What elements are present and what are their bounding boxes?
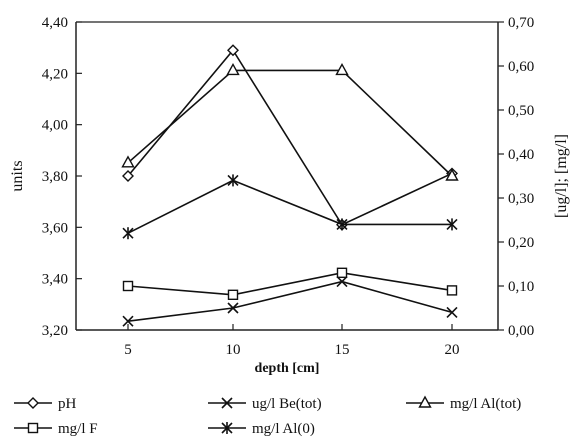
diamond-marker [122, 170, 134, 182]
data-point-ug-l-be-tot [227, 302, 239, 314]
series-line-ph [127, 48, 453, 226]
series-mg-l-al-tot [121, 62, 459, 181]
series-mg-l-f [122, 267, 458, 300]
series-ph [122, 44, 458, 231]
legend-marker [418, 395, 432, 408]
square-marker [27, 422, 39, 434]
data-point-mg-l-f [122, 280, 134, 292]
x-marker-stroke [446, 306, 458, 318]
legend-marker [221, 422, 233, 434]
y-right-ticks: 0,00 0,10 0,20 0,30 0,40 0,50 0,60 0,70 [498, 15, 534, 339]
series-line-ug-l-be-tot [127, 280, 453, 322]
series-ug-l-be-tot [122, 276, 458, 327]
x-marker-stroke [336, 276, 348, 288]
data-point-mg-l-f [336, 267, 348, 278]
data-point-mg-l-f [227, 289, 239, 300]
y-left-tick-label: 3,40 [42, 272, 68, 288]
data-point-mg-l-al-0 [122, 227, 134, 240]
triangle-marker [226, 62, 240, 76]
data-point-ug-l-be-tot [336, 276, 348, 288]
data-point-mg-l-al-tot [226, 62, 240, 76]
series-line-mg-l-f [127, 271, 453, 296]
series-line-mg-l-al-0 [127, 179, 452, 234]
square-marker [446, 285, 458, 296]
triangle-marker [445, 168, 459, 181]
x-marker-stroke [227, 302, 239, 314]
series-mg-l-al-0 [122, 174, 458, 240]
y-left-tick-label: 3,80 [42, 169, 68, 185]
y-right-tick-label: 0,30 [508, 191, 534, 207]
y-right-tick-label: 0,40 [508, 147, 534, 163]
x-axis-title: depth [cm] [255, 361, 320, 376]
data-point-ug-l-be-tot [122, 315, 134, 327]
data-point-mg-l-al-0 [336, 218, 348, 231]
y-left-tick-label: 4,40 [42, 15, 68, 31]
x-marker-stroke [122, 315, 134, 327]
y-left-ticks: 3,20 3,40 3,60 3,80 4,00 4,20 4,40 [42, 15, 82, 339]
legend-marker [221, 397, 233, 409]
x-tick-label: 20 [445, 342, 460, 358]
legend-label: mg/l Al(0) [252, 421, 315, 437]
y-left-tick-label: 4,20 [42, 66, 68, 82]
y-left-axis-title: units [9, 160, 26, 191]
square-marker [227, 289, 239, 300]
square-marker [122, 280, 134, 292]
y-right-tick-label: 0,00 [508, 323, 534, 339]
y-left-tick-label: 4,00 [42, 118, 68, 134]
legend-marker [27, 422, 39, 434]
legend-label: ug/l Be(tot) [252, 396, 322, 412]
x-ticks: 5 10 15 20 [124, 324, 460, 358]
diamond-marker [227, 44, 239, 57]
triangle-marker [121, 155, 135, 168]
legend-item-mg-l-al-tot: mg/l Al(tot) [406, 395, 521, 412]
legend-item-ug-l-be-tot: ug/l Be(tot) [208, 396, 322, 412]
legend-marker [27, 397, 39, 409]
legend: pH ug/l Be(tot) mg/l Al(tot) mg/l F mg/l Al(… [14, 395, 521, 437]
y-right-tick-label: 0,10 [508, 279, 534, 295]
legend-item-mg-l-al-0: mg/l Al(0) [208, 421, 315, 437]
y-left-tick-label: 3,60 [42, 220, 68, 236]
series-layer [121, 44, 459, 327]
y-right-tick-label: 0,50 [508, 103, 534, 119]
legend-item-mg-l-f: mg/l F [14, 421, 98, 437]
legend-item-ph: pH [14, 396, 77, 412]
y-right-axis-title: [ug/l]; [mg/l] [553, 134, 570, 218]
triangle-marker [418, 395, 432, 408]
y-left-tick-label: 3,20 [42, 323, 68, 339]
data-point-ph [227, 44, 239, 57]
series-line-mg-l-al-tot [127, 69, 453, 177]
data-point-mg-l-al-tot [121, 155, 135, 168]
data-point-mg-l-al-tot [445, 168, 459, 181]
y-right-tick-label: 0,70 [508, 15, 534, 31]
legend-label: mg/l Al(tot) [450, 396, 521, 412]
data-point-mg-l-f [446, 285, 458, 296]
legend-label: mg/l F [58, 421, 98, 437]
triangle-marker [335, 62, 349, 76]
x-tick-label: 5 [124, 342, 132, 358]
data-point-mg-l-al-tot [335, 62, 349, 76]
data-point-ph [122, 170, 134, 182]
data-point-ug-l-be-tot [446, 306, 458, 318]
y-right-tick-label: 0,60 [508, 59, 534, 75]
x-marker-stroke [221, 397, 233, 409]
data-point-mg-l-al-0 [446, 218, 458, 231]
y-right-tick-label: 0,20 [508, 235, 534, 251]
diamond-marker [27, 397, 39, 409]
x-tick-label: 10 [226, 342, 241, 358]
legend-label: pH [58, 396, 77, 412]
x-tick-label: 15 [335, 342, 350, 358]
square-marker [336, 267, 348, 278]
data-point-mg-l-al-0 [227, 174, 239, 187]
